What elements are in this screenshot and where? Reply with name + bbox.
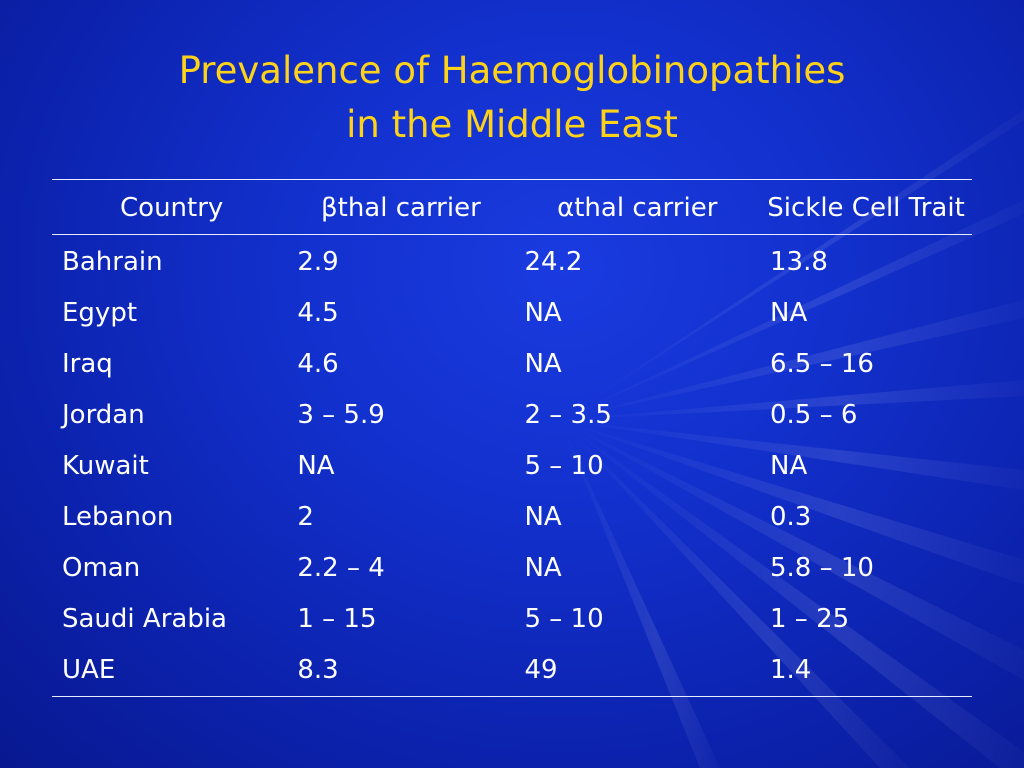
cell-country: UAE xyxy=(62,655,116,685)
cell-country: Saudi Arabia xyxy=(62,604,227,634)
table-row: Kuwait NA 5 – 10 NA xyxy=(52,441,972,492)
cell-sickle-cell: 0.5 – 6 xyxy=(770,400,858,430)
prevalence-table-container: Country βthal carrier αthal carrier Sick… xyxy=(52,179,972,697)
cell-alpha-thal: NA xyxy=(524,298,562,328)
cell-sickle-cell: 13.8 xyxy=(770,247,828,277)
cell-country: Oman xyxy=(62,553,141,583)
header-country: Country xyxy=(120,193,224,223)
cell-beta-thal: 4.6 xyxy=(297,349,339,379)
header-sickle-cell-trait: Sickle Cell Trait xyxy=(767,193,965,223)
cell-alpha-thal: 24.2 xyxy=(524,247,583,277)
table-row: Jordan 3 – 5.9 2 – 3.5 0.5 – 6 xyxy=(52,390,972,441)
cell-alpha-thal: 49 xyxy=(524,655,558,685)
cell-country: Jordan xyxy=(62,400,145,430)
cell-country: Lebanon xyxy=(62,502,174,532)
table-row: Saudi Arabia 1 – 15 5 – 10 1 – 25 xyxy=(52,594,972,645)
cell-beta-thal: 1 – 15 xyxy=(297,604,377,634)
table-row: Lebanon 2 NA 0.3 xyxy=(52,492,972,543)
cell-sickle-cell: NA xyxy=(770,298,808,328)
cell-country: Egypt xyxy=(62,298,138,328)
table-row: Oman 2.2 – 4 NA 5.8 – 10 xyxy=(52,543,972,594)
table-row: UAE 8.3 49 1.4 xyxy=(52,645,972,697)
prevalence-table: Country βthal carrier αthal carrier Sick… xyxy=(52,179,972,697)
slide-title: Prevalence of Haemoglobinopathies in the… xyxy=(0,44,1024,152)
cell-beta-thal: 2.9 xyxy=(297,247,339,277)
cell-beta-thal: 2 xyxy=(297,502,314,532)
cell-beta-thal: 2.2 – 4 xyxy=(297,553,385,583)
table-header-row: Country βthal carrier αthal carrier Sick… xyxy=(52,179,972,235)
cell-country: Iraq xyxy=(62,349,113,379)
table-row: Bahrain 2.9 24.2 13.8 xyxy=(52,235,972,289)
cell-sickle-cell: NA xyxy=(770,451,808,481)
cell-alpha-thal: NA xyxy=(524,553,562,583)
cell-sickle-cell: 6.5 – 16 xyxy=(770,349,874,379)
cell-sickle-cell: 5.8 – 10 xyxy=(770,553,874,583)
cell-beta-thal: NA xyxy=(297,451,335,481)
cell-sickle-cell: 1 – 25 xyxy=(770,604,850,634)
cell-alpha-thal: 5 – 10 xyxy=(524,604,604,634)
header-beta-thal-carrier: βthal carrier xyxy=(321,193,481,223)
cell-alpha-thal: NA xyxy=(524,502,562,532)
header-alpha-thal-carrier: αthal carrier xyxy=(557,193,718,223)
table-row: Egypt 4.5 NA NA xyxy=(52,288,972,339)
cell-sickle-cell: 1.4 xyxy=(770,655,812,685)
title-line-2: in the Middle East xyxy=(346,103,678,146)
cell-alpha-thal: 2 – 3.5 xyxy=(524,400,612,430)
cell-beta-thal: 3 – 5.9 xyxy=(297,400,385,430)
cell-beta-thal: 4.5 xyxy=(297,298,339,328)
cell-sickle-cell: 0.3 xyxy=(770,502,812,532)
table-row: Iraq 4.6 NA 6.5 – 16 xyxy=(52,339,972,390)
cell-alpha-thal: NA xyxy=(524,349,562,379)
cell-country: Bahrain xyxy=(62,247,163,277)
cell-alpha-thal: 5 – 10 xyxy=(524,451,604,481)
cell-beta-thal: 8.3 xyxy=(297,655,339,685)
cell-country: Kuwait xyxy=(62,451,149,481)
title-line-1: Prevalence of Haemoglobinopathies xyxy=(178,49,846,92)
